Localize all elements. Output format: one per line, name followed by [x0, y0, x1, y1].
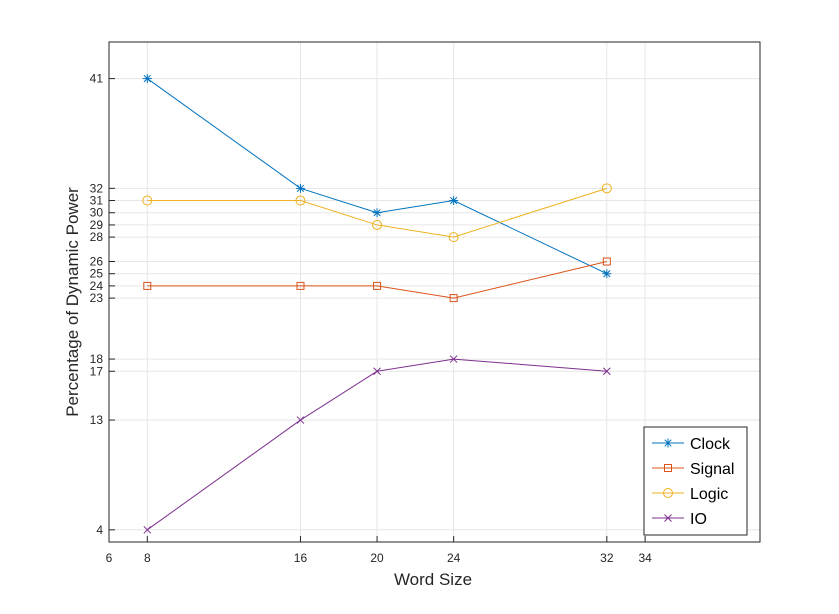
marker-stroke	[296, 184, 305, 192]
y-axis-label: Percentage of Dynamic Power	[63, 187, 82, 417]
legend: Clock Signal Logic IO	[643, 426, 748, 536]
series-group	[142, 74, 612, 534]
marker-circle	[663, 488, 673, 498]
x-tick-label: 6	[106, 551, 113, 565]
grid	[108, 42, 760, 542]
data-point-logic	[372, 219, 383, 230]
x-axis-label: Word Size	[394, 570, 472, 589]
legend-marker	[664, 514, 672, 522]
data-point-signal	[373, 281, 382, 290]
data-point-logic	[142, 195, 153, 206]
y-tick-label: 28	[90, 230, 104, 244]
legend-box	[643, 426, 748, 536]
marker-circle	[295, 195, 306, 206]
marker-square	[664, 464, 672, 472]
data-point-io	[449, 355, 458, 363]
marker-stroke	[449, 355, 458, 363]
x-tick-label: 32	[600, 551, 614, 565]
y-tick-label: 26	[90, 255, 104, 269]
marker-stroke	[143, 525, 152, 534]
legend-item-logic: Logic	[652, 486, 728, 503]
series-signal	[143, 257, 611, 303]
data-point-signal	[449, 294, 458, 303]
y-tick-label: 31	[90, 194, 104, 208]
legend-label: IO	[690, 511, 707, 528]
x-axis-ticks: 6 8 16 20 24 32 34	[106, 536, 652, 565]
series-logic	[142, 183, 612, 243]
data-point-logic	[601, 183, 612, 194]
data-point-io	[602, 367, 611, 376]
marker-square	[143, 281, 152, 290]
y-tick-label: 41	[90, 72, 104, 86]
y-tick-label: 32	[90, 181, 104, 195]
legend-label: Logic	[690, 486, 728, 503]
data-point-logic	[448, 232, 459, 243]
marker-square	[373, 281, 382, 290]
marker-stroke	[664, 514, 672, 522]
data-point-signal	[143, 281, 152, 290]
data-point-clock	[449, 196, 459, 206]
y-tick-label: 4	[96, 523, 103, 537]
marker-square	[602, 257, 611, 266]
marker-circle	[601, 183, 612, 194]
y-tick-label: 18	[90, 352, 104, 366]
y-tick-label: 29	[90, 218, 104, 232]
series-clock	[142, 74, 612, 279]
marker-stroke	[373, 209, 381, 217]
series-io	[143, 355, 611, 534]
legend-item-io: IO	[652, 511, 707, 528]
legend-item-signal: Signal	[652, 461, 734, 478]
y-tick-label: 17	[90, 364, 104, 378]
marker-stroke	[143, 74, 151, 83]
marker-square	[296, 281, 305, 290]
series-line-logic	[147, 187, 607, 238]
x-tick-label: 34	[638, 551, 652, 565]
marker-stroke	[373, 367, 381, 376]
data-point-logic	[295, 195, 306, 206]
plot-area	[108, 41, 761, 543]
y-tick-label: 30	[90, 206, 104, 220]
data-point-signal	[602, 257, 611, 266]
marker-circle	[448, 232, 459, 243]
marker-stroke	[449, 196, 458, 205]
x-tick-label: 8	[144, 551, 151, 565]
x-tick-label: 16	[294, 551, 308, 565]
marker-stroke	[296, 416, 305, 424]
y-tick-label: 13	[90, 413, 104, 427]
data-point-clock	[372, 208, 382, 218]
data-point-clock	[602, 269, 612, 279]
data-point-io	[143, 525, 152, 534]
y-tick-label: 24	[90, 279, 104, 293]
data-point-io	[373, 367, 381, 376]
y-tick-label: 25	[90, 267, 104, 281]
data-point-signal	[296, 281, 305, 290]
series-line-signal	[147, 261, 607, 299]
data-point-clock	[295, 183, 305, 193]
data-point-clock	[142, 74, 152, 84]
x-tick-label: 24	[447, 551, 461, 565]
legend-item-clock: Clock	[652, 436, 731, 453]
legend-label: Clock	[690, 436, 731, 453]
data-point-io	[296, 416, 305, 424]
legend-marker	[664, 464, 672, 472]
marker-circle	[372, 219, 383, 230]
marker-stroke	[664, 439, 672, 447]
marker-stroke	[603, 270, 611, 278]
marker-stroke	[602, 367, 611, 376]
legend-label: Signal	[690, 461, 734, 478]
legend-marker	[663, 488, 673, 498]
legend-marker	[663, 438, 673, 448]
x-tick-label: 20	[370, 551, 384, 565]
marker-circle	[142, 195, 153, 206]
y-tick-label: 23	[90, 291, 104, 305]
marker-square	[449, 294, 458, 303]
